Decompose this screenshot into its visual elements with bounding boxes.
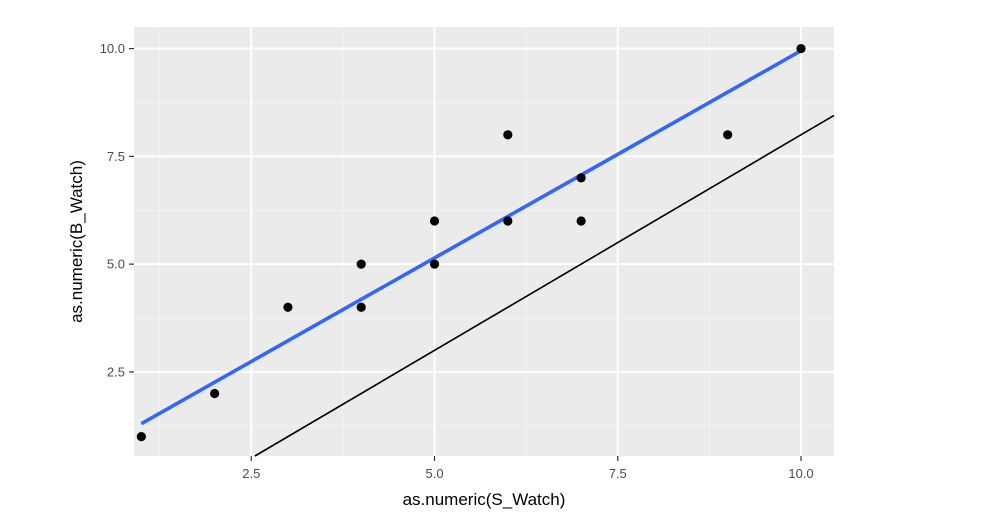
data-point <box>576 173 586 183</box>
fit-line-layer <box>140 49 802 426</box>
x-axis-title: as.numeric(S_Watch) <box>403 490 566 509</box>
data-point <box>723 130 733 140</box>
data-points <box>136 43 806 442</box>
reference-line <box>254 114 835 457</box>
data-point <box>356 302 366 312</box>
data-point <box>429 259 440 269</box>
data-point <box>429 216 440 226</box>
regression-line <box>140 49 802 426</box>
x-tick-label: 5.0 <box>425 466 443 481</box>
x-tick-label: 7.5 <box>609 466 627 481</box>
y-tick-label: 5.0 <box>107 257 125 272</box>
data-point <box>576 216 586 226</box>
y-axis-ticks: 2.5 5.0 7.5 10.0 <box>100 41 134 379</box>
x-tick-label: 10.0 <box>788 466 813 481</box>
y-tick-label: 2.5 <box>107 364 125 379</box>
data-point <box>283 302 293 312</box>
data-point <box>356 259 366 269</box>
y-tick-label: 10.0 <box>100 41 125 56</box>
data-point <box>503 130 513 140</box>
y-axis-title: as.numeric(B_Watch) <box>67 160 86 323</box>
major-gridlines <box>134 27 834 456</box>
data-point <box>503 216 513 226</box>
data-point <box>796 43 806 54</box>
x-axis-ticks: 2.5 5.0 7.5 10.0 <box>242 456 814 481</box>
data-point <box>136 431 146 442</box>
y-tick-label: 7.5 <box>107 149 125 164</box>
x-tick-label: 2.5 <box>242 466 260 481</box>
reference-line-layer <box>254 114 835 457</box>
data-point <box>210 388 220 399</box>
